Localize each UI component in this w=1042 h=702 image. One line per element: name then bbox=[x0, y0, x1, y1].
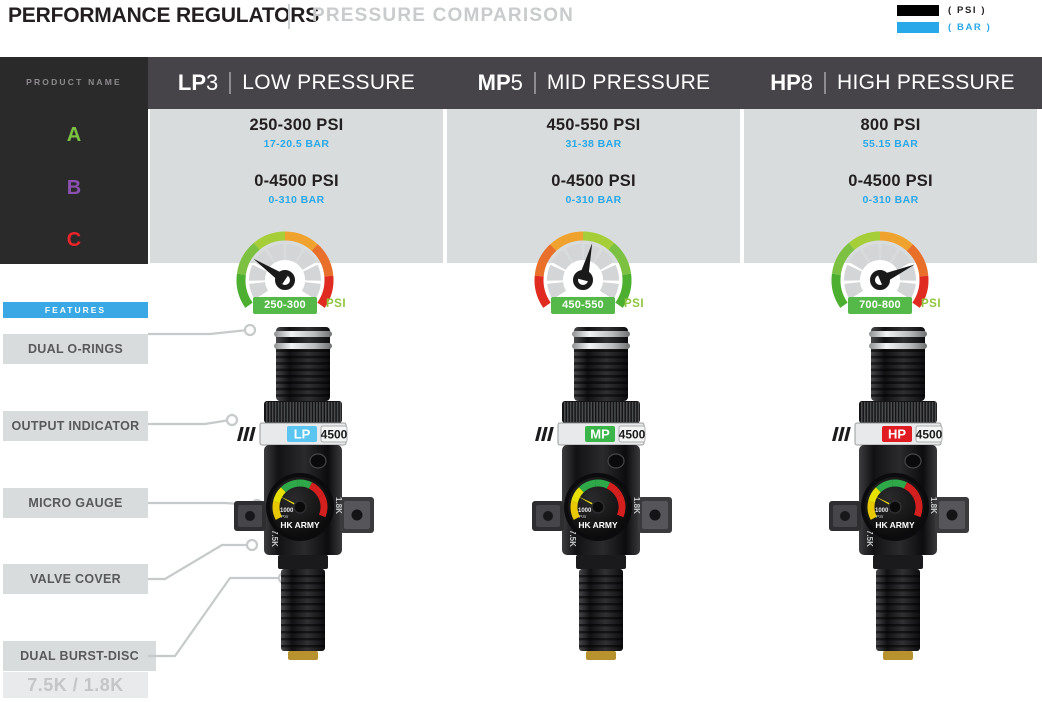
page-title: PERFORMANCE REGULATORS bbox=[8, 4, 319, 27]
regulator-image-mp5: MP 4500 7.5K 1.8K 1000 PSI HK ARMY bbox=[526, 325, 676, 685]
feature-dual-burst-disc[interactable]: DUAL BURST-DISC bbox=[3, 641, 156, 671]
row-marker-panel bbox=[0, 109, 148, 264]
column-header-lp3[interactable]: LP3 LOW PRESSURE bbox=[148, 57, 445, 109]
feature-label: OUTPUT INDICATOR bbox=[11, 419, 140, 433]
regulator-image-hp8: HP 4500 7.5K 1.8K 1000 PSI HK ARMY bbox=[823, 325, 973, 685]
regulator-image-lp3: LP 4500 7.5K 1.8K 1000 PSI HK ARMY bbox=[228, 325, 378, 685]
feature-label: VALVE COVER bbox=[29, 572, 122, 586]
legend-swatch-psi bbox=[897, 5, 939, 16]
gauge-value-badge-lp3: 250-300 bbox=[253, 297, 317, 314]
feature-valve-cover[interactable]: VALVE COVER bbox=[3, 564, 148, 594]
output-bar-mp5: 31-38 BAR bbox=[565, 138, 622, 150]
gauge-unit-hp8: PSI bbox=[921, 298, 942, 310]
dial-gauge-mp5: 450-550 PSI bbox=[524, 218, 664, 330]
column-name-hp8: HIGH PRESSURE bbox=[837, 71, 1015, 94]
output-psi-mp5: 450-550 PSI bbox=[546, 116, 641, 134]
feature-output-indicator[interactable]: OUTPUT INDICATOR bbox=[3, 411, 148, 441]
input-psi-lp3: 0-4500 PSI bbox=[254, 172, 339, 190]
input-bar-lp3: 0-310 BAR bbox=[268, 194, 325, 206]
row-marker-c: C bbox=[66, 229, 82, 251]
svg-text:7.5K: 7.5K bbox=[270, 530, 279, 547]
feature-micro-gauge[interactable]: MICRO GAUGE bbox=[3, 488, 148, 518]
legend-item-bar: ( BAR ) bbox=[881, 21, 996, 34]
svg-text:1.8K: 1.8K bbox=[929, 497, 938, 514]
svg-text:HK ARMY: HK ARMY bbox=[875, 520, 915, 530]
svg-text:7.5K: 7.5K bbox=[568, 530, 577, 547]
column-name-mp5: MID PRESSURE bbox=[546, 71, 711, 94]
feature-label: DUAL BURST-DISC bbox=[20, 649, 139, 663]
svg-text:PSI: PSI bbox=[579, 514, 587, 519]
burst-disc-rating: 7.5K / 1.8K bbox=[3, 672, 148, 698]
legend: ( PSI ) ( BAR ) bbox=[881, 4, 996, 38]
column-code-mp5: MP5 bbox=[477, 70, 523, 95]
gauge-value-badge-hp8: 700-800 bbox=[848, 297, 912, 314]
features-tab-label: FEATURES bbox=[44, 305, 107, 315]
svg-text:4500: 4500 bbox=[619, 428, 646, 442]
output-psi-hp8: 800 PSI bbox=[860, 116, 921, 134]
column-header-mp5[interactable]: MP5 MID PRESSURE bbox=[445, 57, 743, 109]
svg-text:MP: MP bbox=[590, 427, 610, 442]
column-header-bar bbox=[0, 57, 1042, 109]
svg-text:PSI: PSI bbox=[876, 514, 884, 519]
svg-text:HK ARMY: HK ARMY bbox=[578, 520, 618, 530]
features-tab bbox=[3, 302, 148, 318]
output-psi-lp3: 250-300 PSI bbox=[249, 116, 344, 134]
row-marker-b: B bbox=[66, 177, 82, 199]
page-header: PERFORMANCE REGULATORS PRESSURE COMPARIS… bbox=[0, 0, 1042, 55]
input-psi-hp8: 0-4500 PSI bbox=[848, 172, 933, 190]
feature-dual-o-rings[interactable]: DUAL O-RINGS bbox=[3, 334, 148, 364]
legend-item-psi: ( PSI ) bbox=[881, 4, 996, 17]
svg-text:LP: LP bbox=[294, 427, 311, 442]
dial-gauge-hp8: 700-800 PSI bbox=[821, 218, 961, 330]
feature-label: DUAL O-RINGS bbox=[27, 342, 124, 356]
svg-text:7.5K: 7.5K bbox=[865, 530, 874, 547]
product-name-cell bbox=[0, 57, 148, 109]
product-name-label: PRODUCT NAME bbox=[26, 77, 122, 87]
svg-text:HP: HP bbox=[888, 427, 906, 442]
column-name-lp3: LOW PRESSURE bbox=[242, 71, 416, 94]
input-bar-hp8: 0-310 BAR bbox=[862, 194, 919, 206]
svg-text:PSI: PSI bbox=[281, 514, 289, 519]
svg-text:HK ARMY: HK ARMY bbox=[280, 520, 320, 530]
column-header-divider bbox=[533, 72, 536, 94]
page-subtitle: PRESSURE COMPARISON bbox=[312, 5, 575, 26]
column-code-lp3: LP3 bbox=[177, 70, 219, 95]
gauge-value-badge-mp5: 450-550 bbox=[551, 297, 615, 314]
gauge-unit-mp5: PSI bbox=[624, 298, 645, 310]
svg-text:1000: 1000 bbox=[280, 508, 294, 514]
output-bar-lp3: 17-20.5 BAR bbox=[263, 138, 330, 150]
row-marker-a: A bbox=[66, 124, 82, 146]
feature-label: MICRO GAUGE bbox=[28, 496, 123, 510]
gauge-unit-lp3: PSI bbox=[326, 298, 347, 310]
svg-text:1.8K: 1.8K bbox=[334, 497, 343, 514]
column-code-hp8: HP8 bbox=[770, 70, 814, 95]
title-divider bbox=[288, 4, 290, 29]
column-header-divider bbox=[824, 72, 827, 94]
svg-text:1000: 1000 bbox=[875, 508, 889, 514]
legend-swatch-bar bbox=[897, 22, 939, 33]
output-bar-hp8: 55.15 BAR bbox=[862, 138, 919, 150]
column-header-hp8[interactable]: HP8 HIGH PRESSURE bbox=[743, 57, 1042, 109]
input-bar-mp5: 0-310 BAR bbox=[565, 194, 622, 206]
svg-text:4500: 4500 bbox=[916, 428, 943, 442]
legend-label-psi: ( PSI ) bbox=[948, 5, 987, 16]
svg-text:1000: 1000 bbox=[578, 508, 592, 514]
svg-text:1.8K: 1.8K bbox=[632, 497, 641, 514]
svg-text:4500: 4500 bbox=[321, 428, 348, 442]
input-psi-mp5: 0-4500 PSI bbox=[551, 172, 636, 190]
column-header-divider bbox=[229, 72, 232, 94]
dial-gauge-lp3: 250-300 PSI bbox=[226, 218, 366, 330]
legend-label-bar: ( BAR ) bbox=[948, 22, 992, 33]
